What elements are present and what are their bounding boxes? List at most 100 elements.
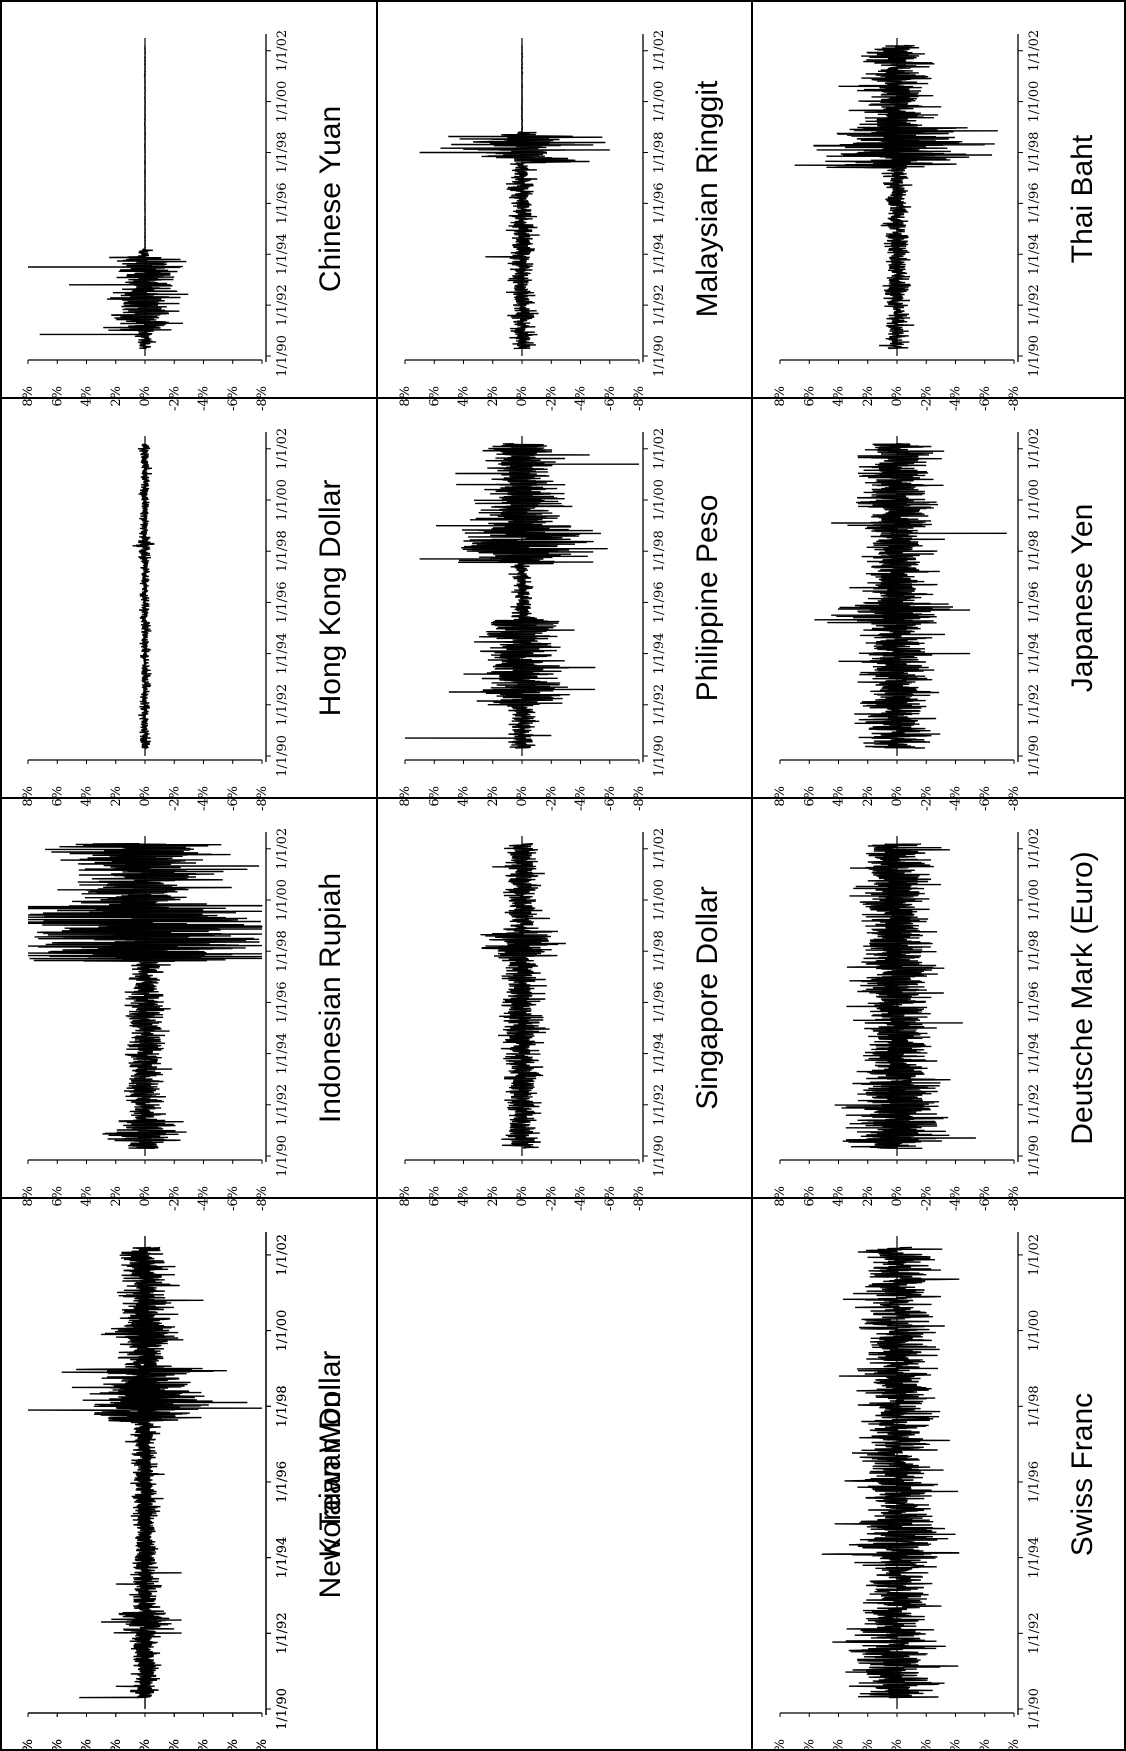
time-tick-label: 1/1/90: [652, 335, 667, 377]
series-line: [480, 843, 566, 1149]
series-line: [794, 44, 998, 350]
value-tick-label: 4%: [832, 1186, 847, 1207]
chart-panel: 8% 6% 4% 2% 0% -2% -4% -6% -8% 1/1/90 1/1/92 1/1/94…: [21, 1232, 347, 1751]
chart-panel: 8% 6% 4% 2% 0% -2% -4% -6% -8% 1/1/90 1/1/92 1/1/94…: [398, 30, 724, 411]
value-tick-label: 0%: [515, 1186, 530, 1207]
series-line: [132, 443, 155, 749]
time-tick-label: 1/1/90: [652, 735, 667, 777]
value-tick-label: 4%: [457, 386, 472, 407]
time-tick-label: 1/1/96: [1027, 182, 1042, 224]
value-tick-label: -2%: [919, 1186, 934, 1211]
series-line: [79, 1246, 189, 1699]
time-tick-label: 1/1/96: [275, 981, 290, 1023]
time-tick-label: 1/1/00: [652, 479, 667, 521]
value-tick-label: -8%: [1007, 1739, 1022, 1751]
value-tick-label: -4%: [197, 1739, 212, 1751]
value-tick-label: 6%: [427, 786, 442, 807]
value-tick-label: 6%: [802, 386, 817, 407]
time-tick-label: 1/1/00: [1027, 1310, 1042, 1352]
time-tick-label: 1/1/92: [1027, 1612, 1042, 1654]
time-tick-label: 1/1/02: [1027, 1234, 1042, 1276]
value-tick-label: 8%: [21, 1739, 36, 1751]
value-tick-label: 8%: [773, 386, 788, 407]
value-tick-label: 6%: [50, 786, 65, 807]
value-tick-label: -4%: [197, 1186, 212, 1211]
time-tick-label: 1/1/00: [275, 1310, 290, 1352]
value-tick-label: -2%: [544, 386, 559, 411]
value-tick-label: 0%: [138, 1186, 153, 1207]
time-tick-label: 1/1/98: [652, 930, 667, 972]
chart-title: Malaysian Ringgit: [691, 80, 724, 317]
chart-title: New Taiwan Dollar: [314, 1351, 347, 1599]
value-tick-label: 2%: [109, 386, 124, 407]
value-tick-label: -6%: [226, 386, 241, 411]
value-tick-label: -6%: [226, 1739, 241, 1751]
time-tick-label: 1/1/02: [652, 828, 667, 870]
value-tick-label: 0%: [890, 386, 905, 407]
value-tick-label: -4%: [949, 386, 964, 411]
time-tick-label: 1/1/94: [275, 233, 290, 275]
time-tick-label: 1/1/90: [275, 1688, 290, 1730]
value-tick-label: 6%: [802, 1739, 817, 1751]
chart-title: Hong Kong Dollar: [314, 480, 347, 717]
chart-title: Thai Baht: [1066, 134, 1099, 263]
value-tick-label: -6%: [603, 786, 618, 811]
time-tick-label: 1/1/96: [275, 581, 290, 623]
value-tick-label: 8%: [773, 1739, 788, 1751]
time-tick-label: 1/1/02: [275, 428, 290, 470]
time-tick-label: 1/1/98: [1027, 930, 1042, 972]
time-tick-label: 1/1/90: [275, 335, 290, 377]
time-tick-label: 1/1/94: [1027, 633, 1042, 675]
value-tick-label: 6%: [50, 1186, 65, 1207]
value-tick-label: -6%: [226, 786, 241, 811]
value-tick-label: 4%: [832, 386, 847, 407]
value-tick-label: 6%: [802, 786, 817, 807]
time-tick-label: 1/1/90: [1027, 735, 1042, 777]
value-tick-label: -8%: [632, 1186, 647, 1211]
value-tick-label: -2%: [919, 1739, 934, 1751]
value-tick-label: 4%: [832, 1739, 847, 1751]
value-tick-label: 0%: [138, 1739, 153, 1751]
value-tick-label: 0%: [138, 386, 153, 407]
chart-panel: 8% 6% 4% 2% 0% -2% -4% -6% -8% 1/1/90 1/1/92 1/1/94…: [21, 30, 347, 411]
time-tick-label: 1/1/94: [275, 633, 290, 675]
time-tick-label: 1/1/00: [1027, 879, 1042, 921]
time-tick-label: 1/1/94: [275, 1537, 290, 1579]
value-tick-label: 2%: [109, 1186, 124, 1207]
time-tick-label: 1/1/02: [1027, 428, 1042, 470]
value-tick-label: 2%: [861, 1739, 876, 1751]
time-tick-label: 1/1/00: [275, 1310, 290, 1352]
time-tick-label: 1/1/94: [275, 1033, 290, 1075]
time-tick-label: 1/1/90: [1027, 1135, 1042, 1177]
value-tick-label: -2%: [544, 1186, 559, 1211]
chart-panel: 8% 6% 4% 2% 0% -2% -4% -6% -8% 1/1/90 1/1/92 1/1/94…: [773, 1232, 1099, 1751]
chart-panel: 8% 6% 4% 2% 0% -2% -4% -6% -8% 1/1/90 1/1/92 1/1/94…: [21, 828, 347, 1211]
value-tick-label: 2%: [486, 786, 501, 807]
time-tick-label: 1/1/92: [275, 1084, 290, 1126]
time-tick-label: 1/1/00: [1027, 479, 1042, 521]
value-tick-label: -4%: [949, 1186, 964, 1211]
value-tick-label: 8%: [21, 1739, 36, 1751]
value-tick-label: 4%: [80, 786, 95, 807]
time-tick-label: 1/1/98: [275, 132, 290, 174]
value-tick-label: 8%: [773, 786, 788, 807]
chart-panel: 8% 6% 4% 2% 0% -2% -4% -6% -8% 1/1/90 1/1/92 1/1/94…: [773, 30, 1099, 411]
chart-panel: 8% 6% 4% 2% 0% -2% -4% -6% -8% 1/1/90 1/1/92 1/1/94…: [21, 1232, 347, 1751]
value-tick-label: -6%: [226, 1186, 241, 1211]
time-tick-label: 1/1/94: [1027, 1537, 1042, 1579]
time-tick-label: 1/1/98: [275, 1385, 290, 1427]
time-tick-label: 1/1/02: [652, 428, 667, 470]
time-tick-label: 1/1/98: [275, 1385, 290, 1427]
time-tick-label: 1/1/90: [1027, 335, 1042, 377]
chart-title: Swiss Franc: [1066, 1393, 1099, 1556]
value-tick-label: 0%: [138, 1739, 153, 1751]
value-tick-label: 8%: [398, 786, 413, 807]
time-tick-label: 1/1/94: [275, 1537, 290, 1579]
value-tick-label: 8%: [21, 386, 36, 407]
value-tick-label: 8%: [21, 1186, 36, 1207]
time-tick-label: 1/1/98: [275, 930, 290, 972]
value-tick-label: 2%: [486, 1186, 501, 1207]
value-tick-label: 4%: [80, 1186, 95, 1207]
chart-panel: 8% 6% 4% 2% 0% -2% -4% -6% -8% 1/1/90 1/1/92 1/1/94…: [398, 428, 724, 811]
time-tick-label: 1/1/94: [1027, 1033, 1042, 1075]
